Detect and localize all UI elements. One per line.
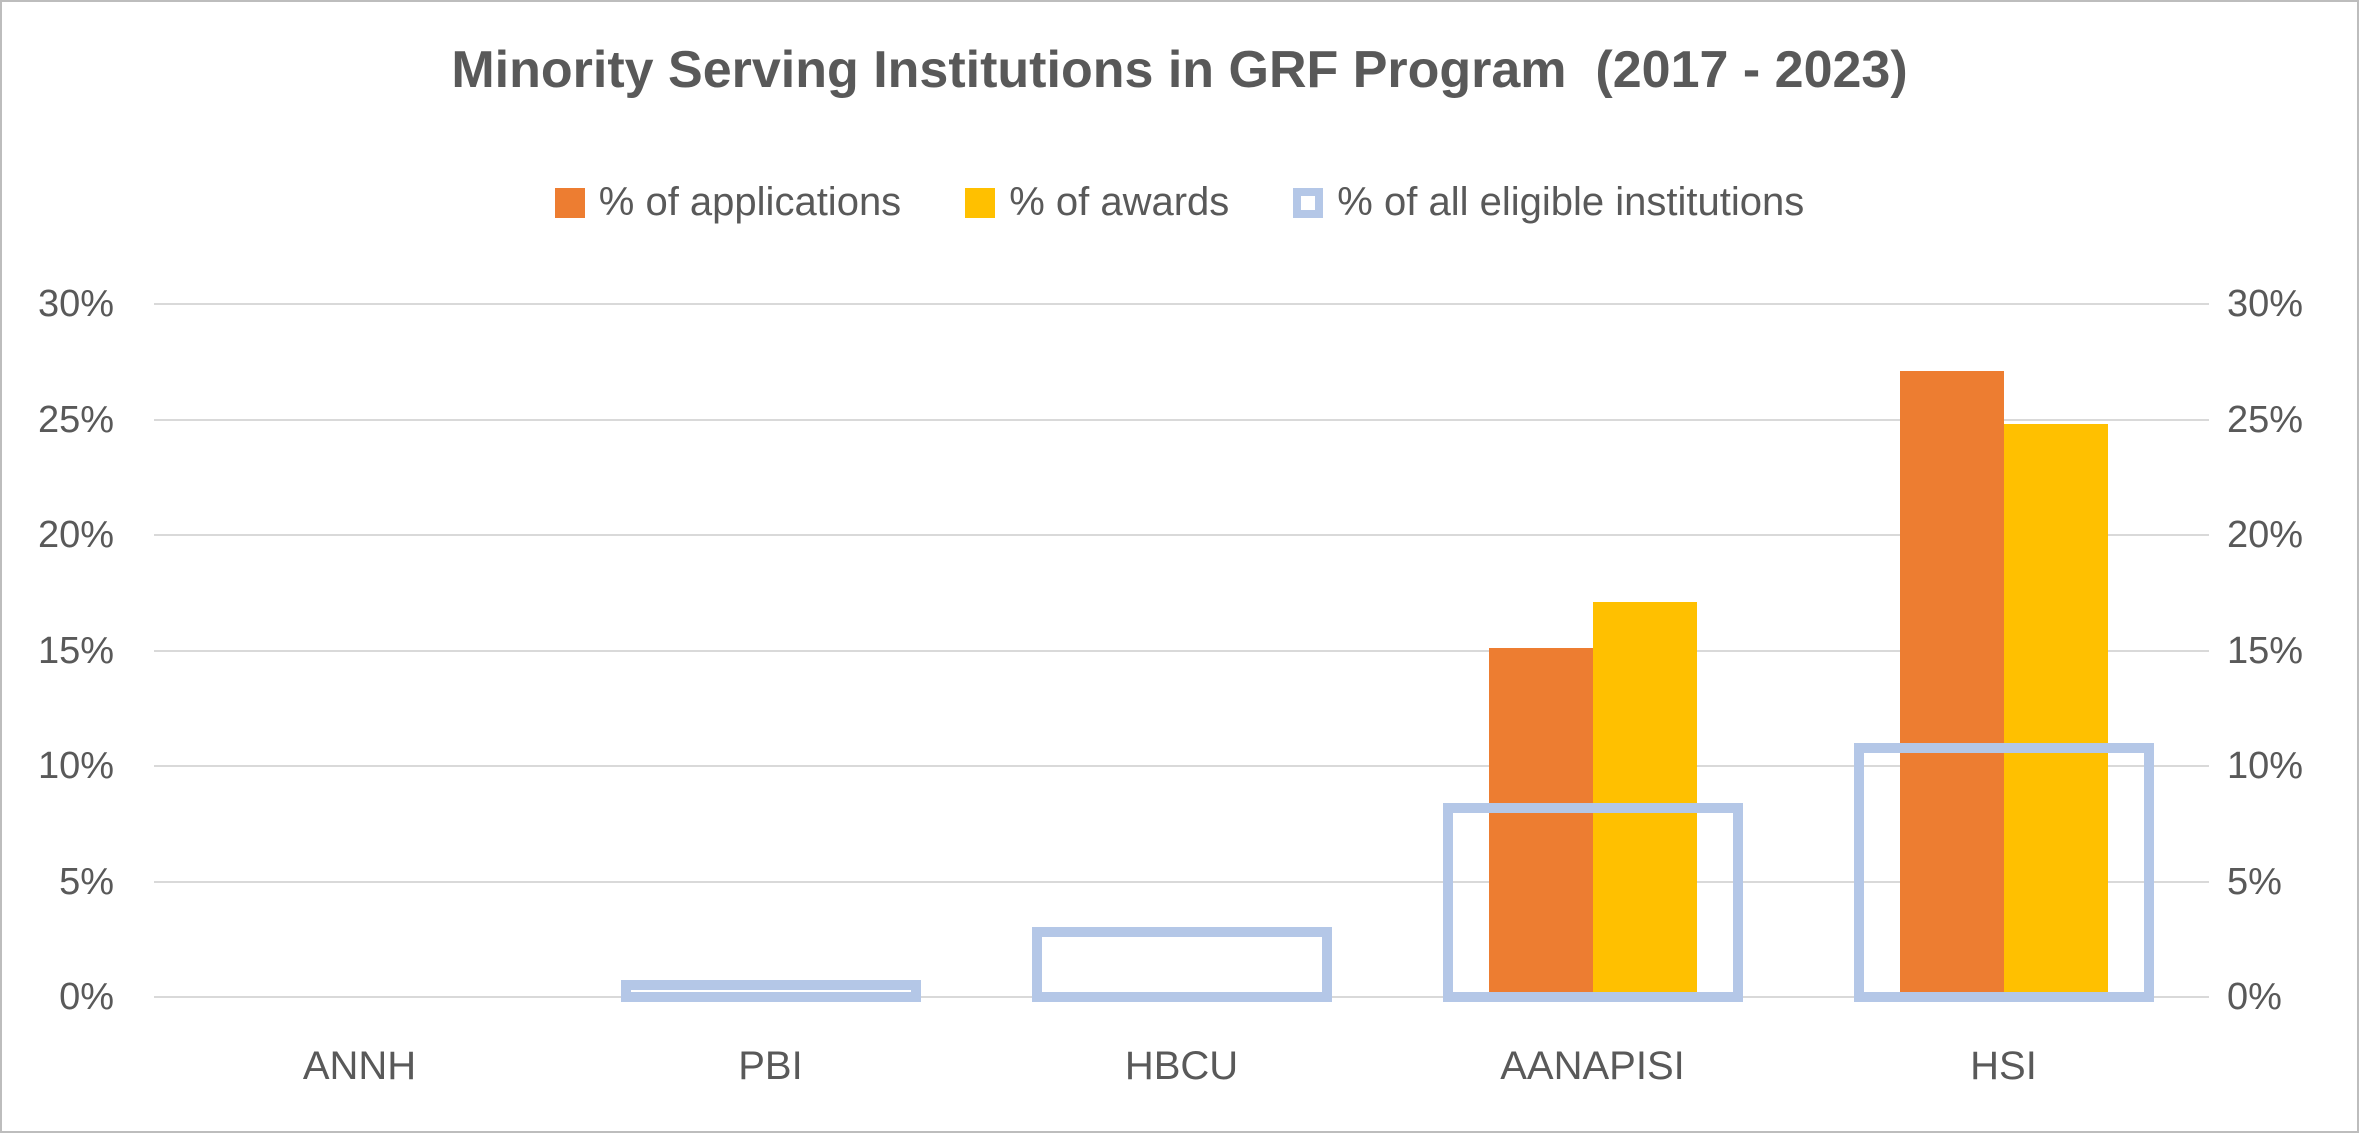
y-tick-left-15: 15% (37, 629, 114, 672)
y-tick-right-20: 20% (2227, 514, 2304, 556)
legend-label-applications: % of applications (598, 180, 902, 224)
x-label-annh: ANNH (302, 1044, 417, 1088)
legend-label-awards: % of awards (1009, 180, 1230, 224)
bar-eligible-pbi (620, 980, 921, 1002)
y-tick-right-0: 0% (2227, 976, 2282, 1018)
chart-legend: % of applications % of awards % of all eli… (2, 180, 2357, 225)
legend-label-eligible: % of all eligible institutions (1337, 180, 1805, 224)
y-tick-right-25: 25% (2227, 398, 2304, 441)
y-tick-right-15: 15% (2227, 629, 2304, 672)
bar-eligible-hsi (1853, 742, 2154, 1002)
y-tick-left-30: 30% (37, 283, 114, 325)
bar-applications-hsi (1899, 371, 2004, 997)
x-label-aanapisi: AANAPISI (1500, 1044, 1685, 1088)
x-label-hsi: HSI (1970, 1044, 2037, 1088)
bar-awards-hsi (2003, 424, 2108, 997)
y-tick-left-10: 10% (37, 745, 114, 787)
x-label-pbi: PBI (738, 1044, 803, 1088)
y-tick-left-25: 25% (37, 398, 114, 441)
legend-swatch-eligible (1293, 187, 1324, 218)
chart-title: Minority Serving Institutions in GRF Pro… (451, 41, 1908, 99)
bar-applications-aanapisi (1488, 648, 1593, 997)
gridline-10 (154, 765, 2209, 767)
y-tick-right-5: 5% (2227, 860, 2282, 903)
x-label-hbcu: HBCU (1124, 1044, 1239, 1088)
bar-eligible-hbcu (1031, 927, 1332, 1002)
plot-area (154, 303, 2209, 1002)
legend-item-applications: % of applications (554, 180, 902, 225)
legend-item-awards: % of awards (965, 180, 1229, 225)
y-tick-right-10: 10% (2227, 745, 2304, 787)
bar-awards-aanapisi (1592, 602, 1697, 997)
y-tick-left-5: 5% (59, 860, 114, 903)
legend-swatch-awards (965, 187, 996, 218)
y-tick-left-0: 0% (59, 976, 114, 1018)
gridline-20 (154, 534, 2209, 536)
bar-eligible-aanapisi (1442, 802, 1743, 1002)
gridline-15 (154, 649, 2209, 652)
y-tick-left-20: 20% (37, 514, 114, 556)
legend-item-eligible: % of all eligible institutions (1293, 180, 1804, 225)
y-tick-right-30: 30% (2227, 283, 2304, 325)
gridline-25 (154, 418, 2209, 421)
legend-swatch-applications (554, 187, 585, 218)
gridline-5 (154, 880, 2209, 883)
gridline-30 (154, 303, 2209, 305)
